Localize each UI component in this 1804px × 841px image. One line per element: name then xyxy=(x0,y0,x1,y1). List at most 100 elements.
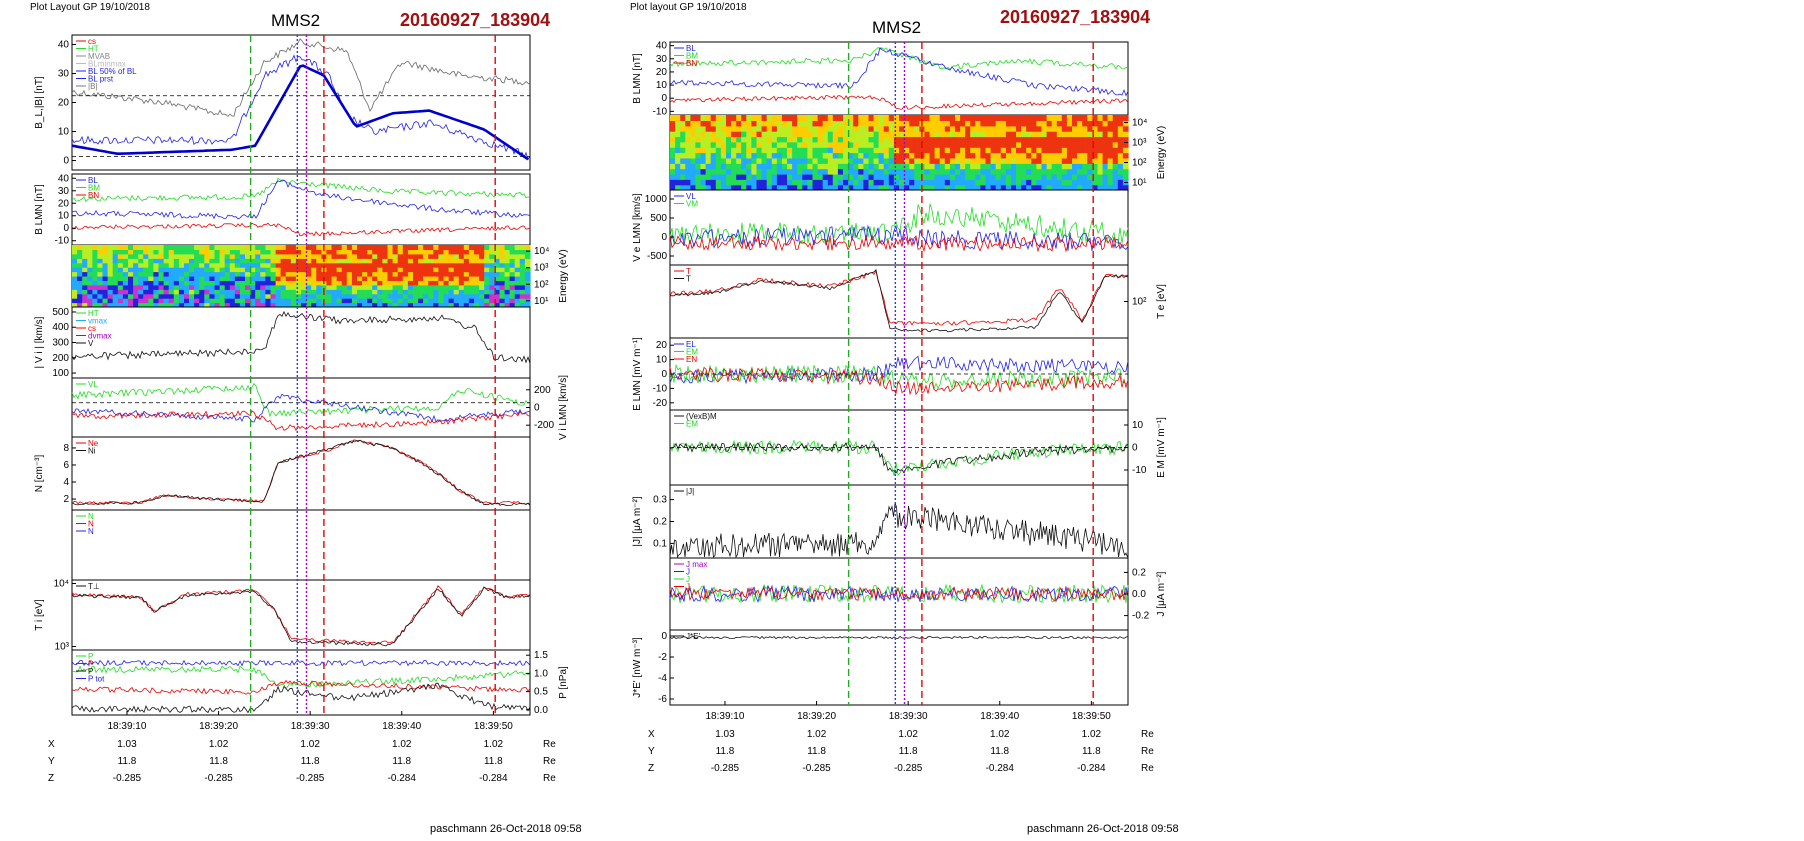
spectrogram-cell xyxy=(260,289,266,295)
spectrogram-cell xyxy=(868,120,875,127)
spectrogram-cell xyxy=(736,147,742,154)
spectrogram-cell xyxy=(504,267,511,273)
spectrogram-cell xyxy=(372,280,378,286)
spectrogram-cell xyxy=(980,131,987,138)
spectrogram-cell xyxy=(914,184,920,191)
spectrogram-cell xyxy=(331,258,338,264)
spectrogram-cell xyxy=(975,115,981,121)
spectrogram-cell xyxy=(802,115,808,121)
spectrogram-cell xyxy=(402,280,409,286)
spectrogram-cell xyxy=(731,115,737,121)
spectrogram-cell xyxy=(418,289,424,295)
spectrogram-cell xyxy=(504,293,511,299)
spectrogram-cell xyxy=(245,293,251,299)
spectrogram-cell xyxy=(685,184,691,191)
spectrogram-cell xyxy=(843,141,849,148)
legend-entry: BL xyxy=(686,44,696,53)
spectrogram-cell xyxy=(387,249,394,255)
spectrogram-cell xyxy=(1107,173,1114,180)
left-trace-3 xyxy=(71,222,531,237)
spectrogram-cell xyxy=(346,258,353,264)
orbit-value: 11.8 xyxy=(301,756,320,767)
spectrogram-cell xyxy=(189,271,195,277)
spectrogram-cell xyxy=(178,253,185,259)
spectrogram-cell xyxy=(965,173,971,180)
spectrogram-cell xyxy=(239,276,246,281)
spectrogram-cell xyxy=(219,289,226,295)
spectrogram-cell xyxy=(1011,163,1017,170)
spectrogram-cell xyxy=(853,125,859,132)
spectrogram-cell xyxy=(878,147,885,154)
spectrogram-cell xyxy=(807,115,814,121)
spectrogram-cell xyxy=(990,184,997,191)
orbit-value: 1.02 xyxy=(807,729,827,740)
spectrogram-cell xyxy=(1097,163,1104,170)
spectrogram-cell xyxy=(944,147,951,154)
spectrogram-cell xyxy=(888,141,895,148)
spectrogram-cell xyxy=(234,302,241,308)
spectrogram-cell xyxy=(1097,120,1104,127)
spectrogram-cell xyxy=(756,147,763,154)
spectrogram-cell xyxy=(265,253,272,259)
spectrogram-cell xyxy=(199,293,205,299)
spectrogram-cell xyxy=(766,115,773,121)
spectrogram-cell xyxy=(868,136,875,143)
spectrogram-cell xyxy=(255,249,261,255)
spectrogram-cell xyxy=(726,120,732,127)
right-panel-content xyxy=(669,203,1129,253)
spectrogram-cell xyxy=(1056,147,1063,154)
spectrogram-cell xyxy=(899,152,905,159)
spectrogram-cell xyxy=(1122,131,1129,138)
spectrogram-cell xyxy=(1092,157,1099,164)
spectrogram-cell xyxy=(970,120,976,127)
spectrogram-cell xyxy=(970,136,976,143)
spectrogram-cell xyxy=(219,293,226,299)
spectrogram-cell xyxy=(133,276,139,281)
spectrogram-cell xyxy=(939,147,946,154)
spectrogram-cell xyxy=(351,289,358,295)
spectrogram-cell xyxy=(158,284,165,290)
spectrogram-cell xyxy=(797,125,803,132)
spectrogram-cell xyxy=(163,249,170,255)
spectrogram-cell xyxy=(250,258,256,264)
spectrogram-cell xyxy=(1000,141,1007,148)
spectrogram-cell xyxy=(705,173,712,180)
spectrogram-cell xyxy=(331,249,338,255)
y-tick-label: 20 xyxy=(58,198,70,209)
spectrogram-cell xyxy=(372,249,378,255)
spectrogram-cell xyxy=(965,131,971,138)
spectrogram-cell xyxy=(965,136,971,143)
spectrogram-cell xyxy=(1051,136,1058,143)
spectrogram-cell xyxy=(1097,168,1104,175)
spectrogram-cell xyxy=(776,168,783,175)
left-panel-content xyxy=(71,659,531,714)
spectrogram-cell xyxy=(290,267,297,273)
spectrogram-cell xyxy=(690,152,697,159)
spectrogram-cell xyxy=(357,302,363,308)
spectrogram-cell xyxy=(245,249,251,255)
spectrogram-cell xyxy=(792,147,798,154)
spectrogram-cell xyxy=(726,173,732,180)
right-panel-content xyxy=(669,355,1129,396)
spectrogram-cell xyxy=(184,289,190,295)
y-tick-label: 300 xyxy=(52,338,69,349)
spectrogram-cell xyxy=(883,147,890,154)
spectrogram-cell xyxy=(934,173,941,180)
spectrogram-cell xyxy=(463,267,470,273)
spectrogram-cell xyxy=(316,293,322,299)
right-event-id: 20160927_183904 xyxy=(1000,7,1150,27)
spectrogram-cell xyxy=(362,245,368,250)
spectrogram-cell xyxy=(148,267,154,273)
spectrogram-cell xyxy=(499,249,506,255)
spectrogram-cell xyxy=(372,289,378,295)
spectrogram-cell xyxy=(914,157,920,164)
spectrogram-cell xyxy=(260,271,266,277)
spectrogram-cell xyxy=(792,173,798,180)
spectrogram-cell xyxy=(675,131,681,138)
spectrogram-cell xyxy=(250,280,256,286)
spectrogram-cell xyxy=(837,163,844,170)
legend-entry: (VexB)M xyxy=(686,412,717,421)
spectrogram-cell xyxy=(787,179,793,186)
spectrogram-cell xyxy=(746,131,752,138)
